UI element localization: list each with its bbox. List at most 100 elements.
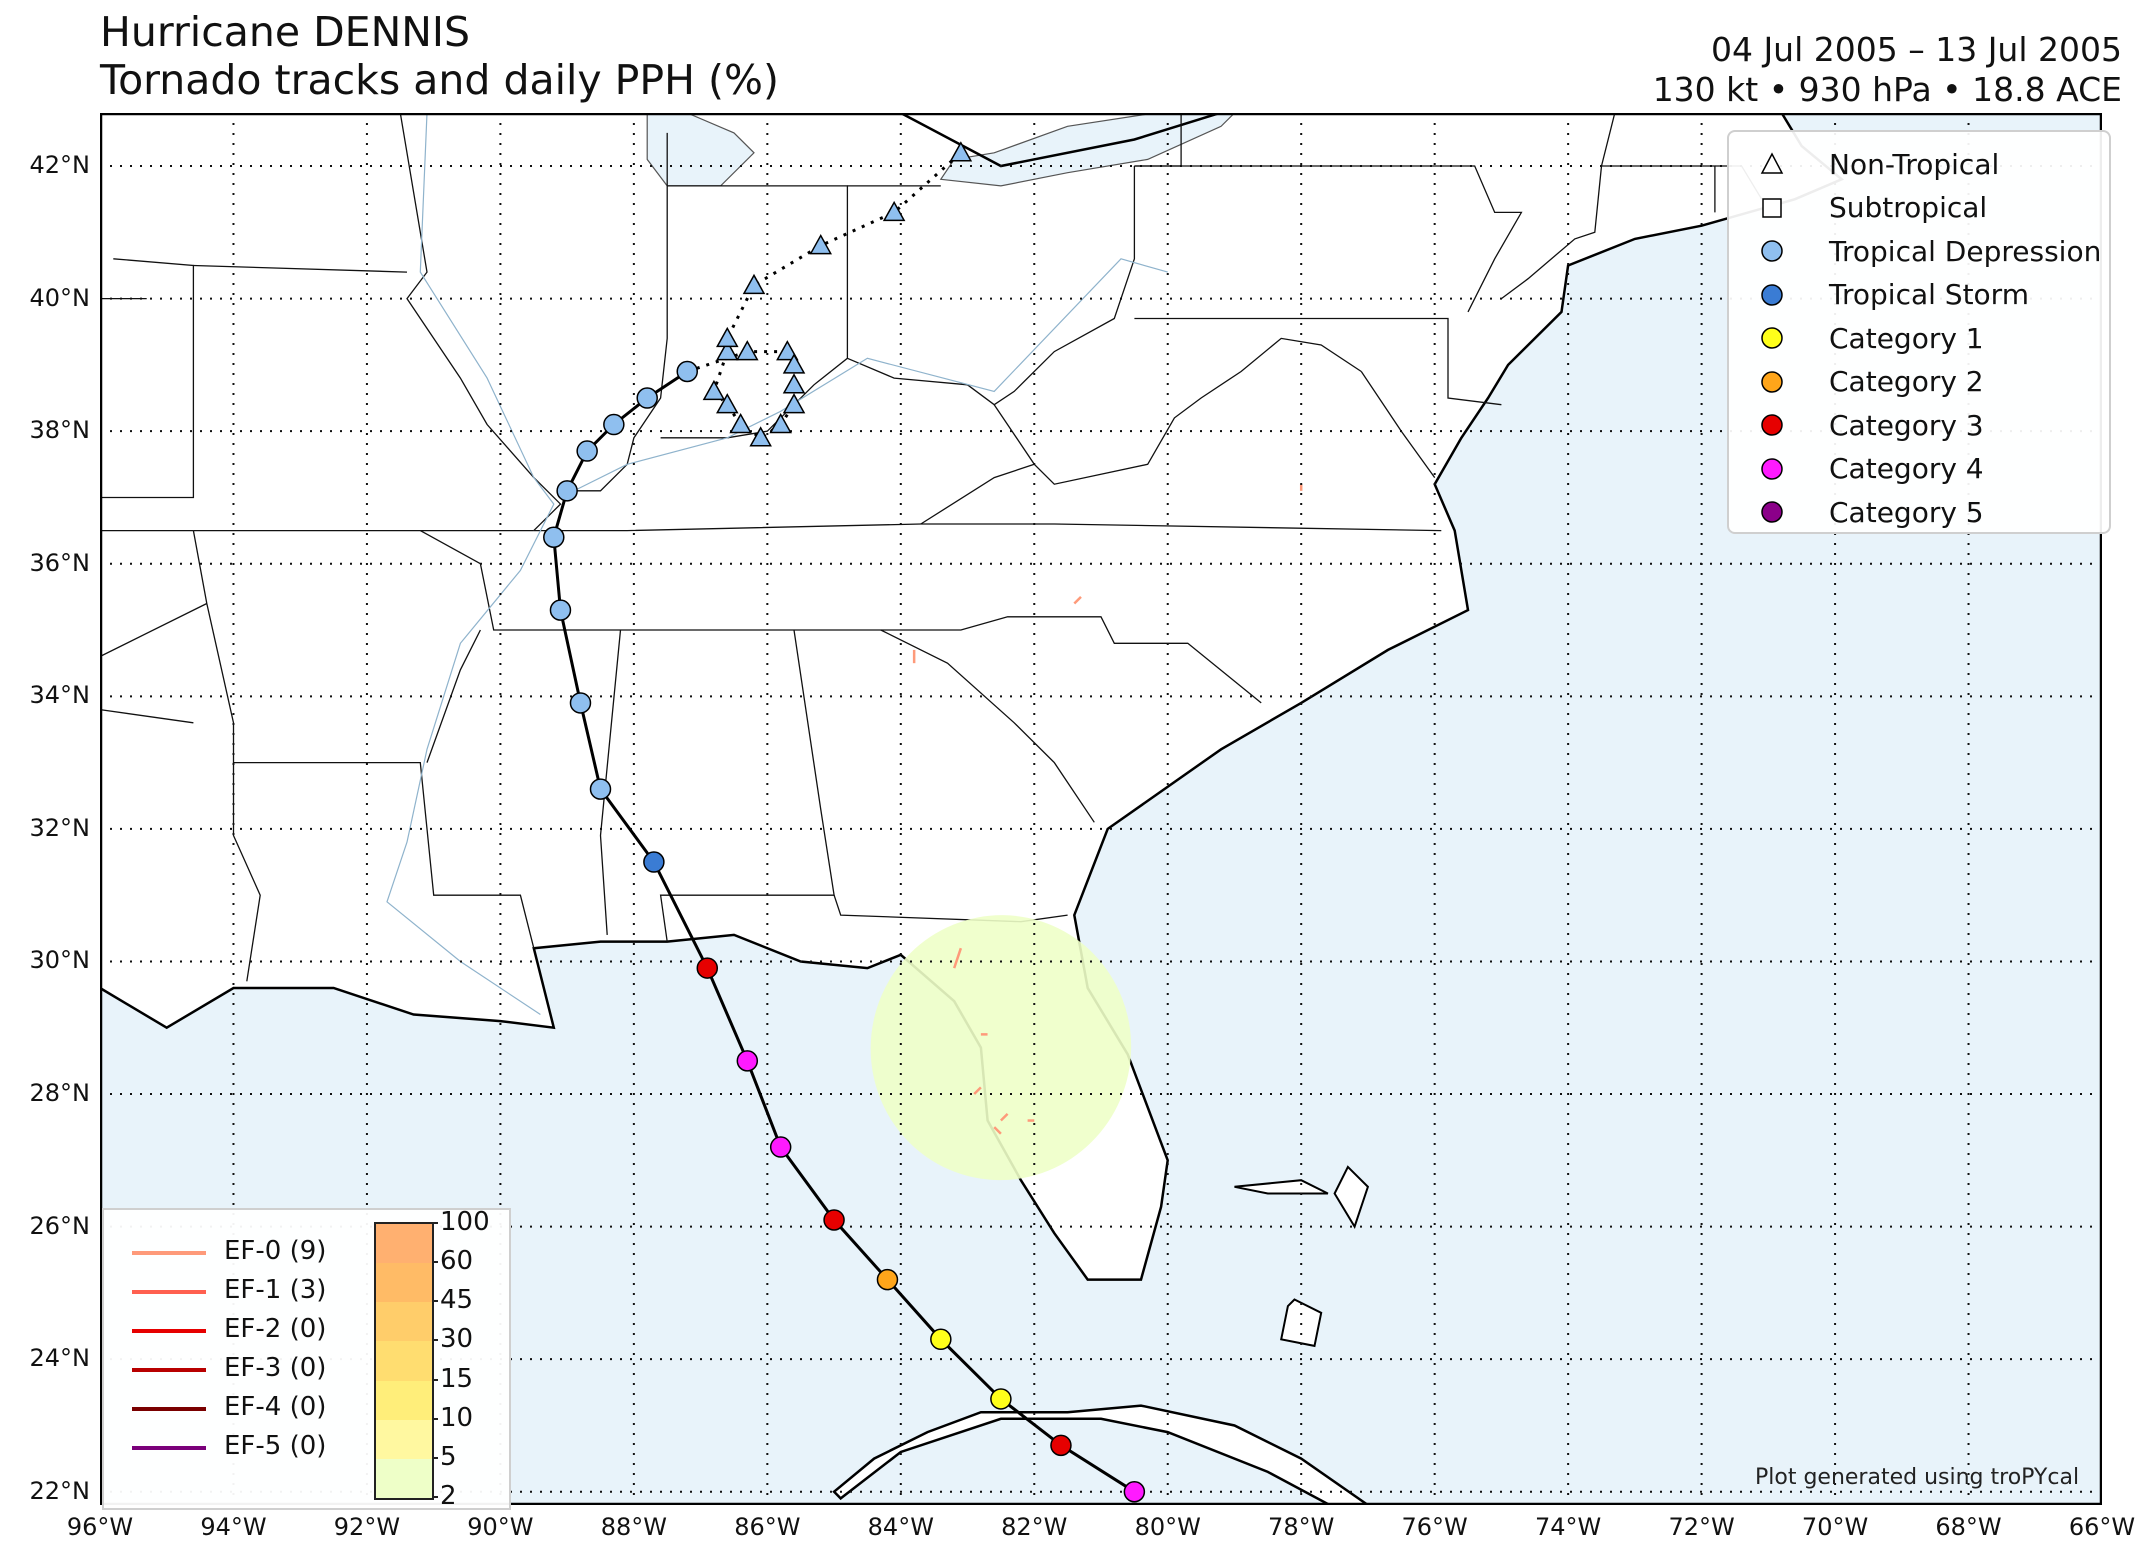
lat-tick-label: 32°N [29, 813, 91, 842]
track-point[interactable] [876, 1268, 899, 1291]
state-boundary [1134, 317, 1502, 406]
bahamas-island [1234, 1179, 1329, 1195]
lat-tick-label: 30°N [29, 946, 91, 975]
state-boundary [560, 132, 668, 492]
track-point-nontropical[interactable] [782, 373, 806, 394]
track-point-nontropical[interactable] [716, 340, 739, 361]
square-marker-icon [1762, 197, 1782, 218]
track-point[interactable] [589, 778, 612, 800]
ef-line-swatch [132, 1368, 206, 1372]
track-point[interactable] [636, 387, 658, 409]
lon-tick-label: 76°W [1401, 1513, 1468, 1541]
colorbar-step [376, 1380, 432, 1420]
lon-tick-label: 72°W [1668, 1513, 1735, 1541]
bahamas-island [1280, 1298, 1323, 1348]
track-point[interactable] [1123, 1480, 1146, 1503]
track-point[interactable] [736, 1050, 759, 1072]
track-point-nontropical[interactable] [769, 412, 792, 434]
track-point-nontropical[interactable] [809, 234, 832, 255]
lon-tick-label: 86°W [734, 1513, 801, 1541]
circle-marker-icon [1761, 414, 1783, 436]
tornado-track [973, 1086, 982, 1095]
pph-colorbar [374, 1222, 434, 1500]
track-point[interactable] [676, 360, 699, 383]
map-frame [100, 113, 2102, 1505]
track-point[interactable] [990, 1388, 1012, 1410]
lake-michigan [646, 113, 755, 187]
colorbar-step [376, 1458, 432, 1498]
state-boundary [1134, 165, 1523, 313]
track-point[interactable] [643, 851, 665, 873]
colorbar-tick-label: 2 [432, 1481, 457, 1511]
triangle-marker-icon [1760, 152, 1784, 174]
state-boundary [232, 762, 261, 982]
tornado-track [953, 947, 963, 969]
state-boundary [426, 629, 481, 763]
track-point[interactable] [696, 957, 719, 979]
lon-tick-label: 68°W [1935, 1513, 2002, 1541]
date-range: 04 Jul 2005 – 13 Jul 2005 [1710, 30, 2122, 69]
international-border [900, 113, 1225, 168]
ef-label: EF-2 (0) [224, 1314, 327, 1344]
ef-label: EF-3 (0) [224, 1353, 327, 1383]
track-point-nontropical[interactable] [716, 326, 739, 348]
track-point-nontropical[interactable] [882, 200, 906, 222]
state-boundary [1501, 113, 1616, 300]
track-point[interactable] [823, 1209, 845, 1231]
track-point[interactable] [556, 480, 578, 502]
track-point-nontropical[interactable] [736, 340, 759, 361]
legend-label: Tropical Depression [1829, 234, 2102, 268]
credit-text: Plot generated using troPYcal [1755, 1465, 2080, 1490]
ef-legend-item: EF-2 (0) [104, 1310, 364, 1350]
lat-tick-label: 26°N [29, 1211, 91, 1240]
track-point[interactable] [603, 413, 625, 436]
lat-tick-label: 42°N [29, 151, 91, 180]
track-point-nontropical[interactable] [782, 353, 806, 374]
track-point[interactable] [549, 599, 572, 621]
legend-label: Category 5 [1829, 495, 1984, 529]
ef-label: EF-4 (0) [224, 1392, 327, 1422]
colorbar-tick-label: 30 [431, 1324, 474, 1355]
lon-tick-label: 90°W [467, 1513, 534, 1541]
track-point-nontropical[interactable] [776, 340, 799, 361]
ef-label: EF-5 (0) [224, 1431, 327, 1461]
ef-line-swatch [132, 1407, 206, 1411]
track-point[interactable] [769, 1136, 792, 1158]
state-boundary [419, 530, 481, 565]
lat-tick-label: 36°N [29, 548, 91, 577]
track-point[interactable] [543, 526, 565, 548]
lon-tick-label: 94°W [200, 1513, 267, 1541]
state-boundary [847, 166, 1136, 406]
track-point-nontropical[interactable] [702, 379, 726, 401]
river [560, 258, 1168, 499]
state-boundary [192, 530, 535, 949]
ef-legend-item: EF-1 (3) [104, 1271, 364, 1311]
tornado-track [1000, 1113, 1009, 1122]
ef-legend-item: EF-0 (9) [104, 1232, 364, 1272]
state-boundary [993, 337, 1362, 485]
track-point-nontropical[interactable] [782, 393, 806, 414]
circle-marker-icon [1761, 370, 1783, 393]
track-point-nontropical[interactable] [749, 426, 772, 447]
track-point-nontropical[interactable] [716, 393, 739, 414]
track-point-nontropical[interactable] [742, 273, 766, 295]
river [386, 113, 555, 1016]
track-point-nontropical[interactable] [729, 412, 752, 434]
circle-marker-icon [1761, 501, 1783, 523]
track-point[interactable] [569, 692, 592, 714]
info-block: 04 Jul 2005 – 13 Jul 2005 130 kt • 930 h… [1653, 30, 2122, 110]
circle-marker-icon [1761, 283, 1783, 306]
lat-tick-label: 38°N [29, 416, 91, 445]
colorbar-tick-label: 15 [431, 1363, 474, 1394]
ef-legend-item: EF-3 (0) [104, 1349, 364, 1389]
lat-tick-label: 22°N [29, 1476, 91, 1505]
track-point[interactable] [576, 440, 598, 462]
tornado-track [1073, 595, 1082, 605]
track-point[interactable] [930, 1328, 952, 1351]
track-point[interactable] [1050, 1434, 1072, 1457]
legend-label: Category 4 [1829, 452, 1984, 485]
state-boundary [479, 563, 1262, 704]
colorbar-step [376, 1419, 432, 1459]
plot-subtitle: Tornado tracks and daily PPH (%) [100, 56, 779, 104]
track-point-nontropical[interactable] [949, 141, 973, 162]
